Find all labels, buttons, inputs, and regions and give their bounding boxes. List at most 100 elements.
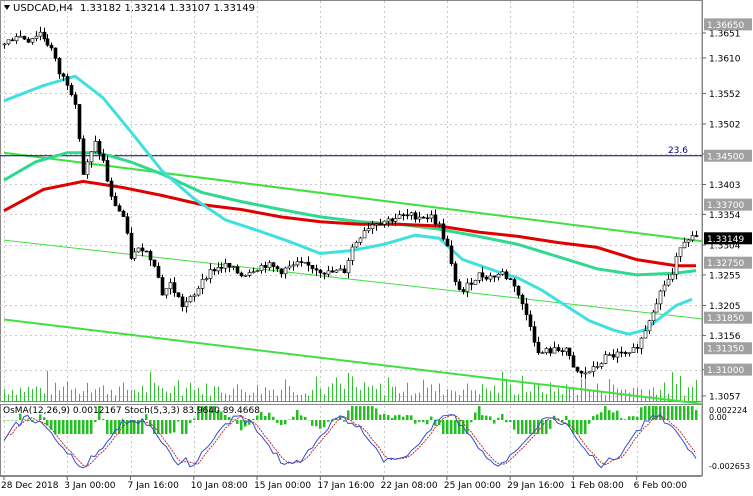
candle-body[interactable] bbox=[533, 327, 536, 343]
candle-body[interactable] bbox=[228, 263, 231, 267]
candle-body[interactable] bbox=[592, 367, 595, 372]
candle-body[interactable] bbox=[430, 215, 433, 218]
candle-body[interactable] bbox=[604, 355, 607, 364]
candle-body[interactable] bbox=[177, 293, 180, 297]
candle-body[interactable] bbox=[572, 356, 575, 367]
candle-body[interactable] bbox=[584, 373, 587, 374]
candle-body[interactable] bbox=[347, 260, 350, 272]
candle-body[interactable] bbox=[474, 280, 477, 284]
candle-body[interactable] bbox=[50, 45, 53, 48]
candle-body[interactable] bbox=[181, 297, 184, 307]
candle-body[interactable] bbox=[398, 215, 401, 219]
candle-body[interactable] bbox=[185, 302, 188, 307]
candle-body[interactable] bbox=[78, 104, 81, 138]
candle-body[interactable] bbox=[671, 274, 674, 279]
candle-body[interactable] bbox=[414, 213, 417, 219]
candle-body[interactable] bbox=[351, 247, 354, 260]
candle-body[interactable] bbox=[339, 269, 342, 270]
candle-body[interactable] bbox=[406, 215, 409, 216]
candle-body[interactable] bbox=[394, 219, 397, 222]
candle-body[interactable] bbox=[244, 275, 247, 276]
candle-body[interactable] bbox=[462, 290, 465, 292]
candle-body[interactable] bbox=[442, 224, 445, 239]
candle-body[interactable] bbox=[292, 265, 295, 266]
candle-body[interactable] bbox=[220, 267, 223, 268]
candle-body[interactable] bbox=[580, 371, 583, 373]
candle-body[interactable] bbox=[319, 270, 322, 273]
candle-body[interactable] bbox=[549, 349, 552, 354]
candle-body[interactable] bbox=[363, 231, 366, 238]
candle-body[interactable] bbox=[35, 36, 38, 38]
candle-body[interactable] bbox=[248, 272, 251, 275]
candle-body[interactable] bbox=[537, 342, 540, 352]
candle-body[interactable] bbox=[272, 263, 275, 267]
candle-body[interactable] bbox=[66, 76, 69, 85]
candle-body[interactable] bbox=[74, 95, 77, 105]
candle-body[interactable] bbox=[323, 273, 326, 274]
candle-body[interactable] bbox=[98, 141, 101, 154]
candle-body[interactable] bbox=[387, 219, 390, 221]
candle-body[interactable] bbox=[644, 331, 647, 338]
candle-body[interactable] bbox=[695, 235, 698, 236]
candle-body[interactable] bbox=[426, 218, 429, 219]
candle-body[interactable] bbox=[513, 280, 516, 287]
candle-body[interactable] bbox=[307, 262, 310, 265]
candle-body[interactable] bbox=[7, 40, 10, 44]
candle-body[interactable] bbox=[15, 37, 18, 41]
candle-body[interactable] bbox=[632, 347, 635, 352]
candle-body[interactable] bbox=[19, 36, 22, 37]
candle-body[interactable] bbox=[252, 272, 255, 273]
candle-body[interactable] bbox=[102, 154, 105, 160]
candle-body[interactable] bbox=[434, 215, 437, 224]
candle-body[interactable] bbox=[193, 295, 196, 296]
candle-body[interactable] bbox=[46, 39, 49, 45]
candle-body[interactable] bbox=[410, 213, 413, 215]
candle-body[interactable] bbox=[375, 224, 378, 225]
candle-body[interactable] bbox=[355, 242, 358, 247]
candle-body[interactable] bbox=[675, 256, 678, 274]
candle-body[interactable] bbox=[114, 196, 117, 205]
candle-body[interactable] bbox=[284, 268, 287, 274]
candle-body[interactable] bbox=[616, 352, 619, 357]
candle-body[interactable] bbox=[418, 217, 421, 219]
candle-body[interactable] bbox=[94, 141, 97, 151]
candle-body[interactable] bbox=[209, 269, 212, 278]
candle-body[interactable] bbox=[331, 271, 334, 272]
candle-body[interactable] bbox=[58, 58, 61, 73]
candle-body[interactable] bbox=[31, 38, 34, 42]
candle-body[interactable] bbox=[62, 74, 65, 77]
candle-body[interactable] bbox=[458, 282, 461, 290]
candle-body[interactable] bbox=[106, 160, 109, 181]
candle-body[interactable] bbox=[23, 36, 26, 39]
candle-body[interactable] bbox=[359, 238, 362, 242]
candle-body[interactable] bbox=[3, 44, 6, 45]
candle-body[interactable] bbox=[260, 265, 263, 270]
candle-body[interactable] bbox=[379, 224, 382, 225]
candle-body[interactable] bbox=[612, 355, 615, 358]
candle-body[interactable] bbox=[509, 279, 512, 280]
candle-body[interactable] bbox=[153, 260, 156, 266]
candle-body[interactable] bbox=[311, 265, 314, 268]
candle-body[interactable] bbox=[82, 139, 85, 175]
candle-body[interactable] bbox=[576, 367, 579, 371]
candle-body[interactable] bbox=[304, 262, 307, 263]
candle-body[interactable] bbox=[118, 206, 121, 211]
candle-body[interactable] bbox=[636, 347, 639, 348]
candle-body[interactable] bbox=[565, 348, 568, 352]
candle-body[interactable] bbox=[687, 240, 690, 242]
candle-body[interactable] bbox=[655, 304, 658, 312]
candle-body[interactable] bbox=[517, 286, 520, 295]
candle-body[interactable] bbox=[624, 352, 627, 353]
candle-body[interactable] bbox=[383, 221, 386, 224]
candle-body[interactable] bbox=[596, 366, 599, 367]
candle-body[interactable] bbox=[224, 263, 227, 268]
candle-body[interactable] bbox=[173, 283, 176, 293]
candle-body[interactable] bbox=[568, 348, 571, 356]
candle-body[interactable] bbox=[371, 225, 374, 229]
candle-body[interactable] bbox=[213, 269, 216, 270]
candle-body[interactable] bbox=[489, 276, 492, 279]
candle-body[interactable] bbox=[391, 219, 394, 221]
candle-body[interactable] bbox=[240, 273, 243, 276]
candle-body[interactable] bbox=[541, 353, 544, 354]
